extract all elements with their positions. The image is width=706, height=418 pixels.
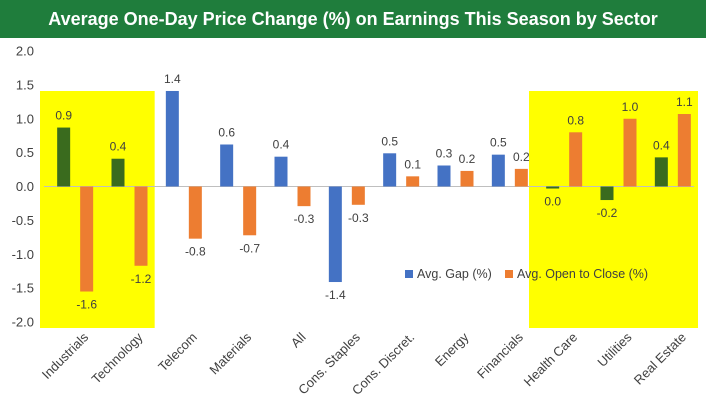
- bar-gap-all: [274, 156, 288, 187]
- category-label-industrials: Industrials: [39, 329, 92, 382]
- bar-gap-utilities: [600, 186, 614, 201]
- legend-swatch-open-to-close: [505, 270, 513, 278]
- y-tick-label: 0.5: [16, 145, 34, 160]
- category-label-technology: Technology: [89, 329, 146, 386]
- bar-gap-cons-discret: [383, 153, 397, 187]
- data-label-open-to-close-financials: 0.2: [513, 150, 530, 164]
- bar-gap-financials: [491, 154, 505, 187]
- category-label-materials: Materials: [206, 329, 254, 377]
- bar-gap-technology: [111, 158, 125, 187]
- data-label-open-to-close-cons-discret: 0.1: [404, 157, 421, 171]
- bar-open-to-close-health-care: [569, 132, 583, 187]
- data-label-gap-health-care: 0.0: [544, 195, 561, 209]
- data-label-gap-energy: 0.3: [436, 146, 453, 160]
- category-label-telecom: Telecom: [155, 330, 200, 375]
- bar-gap-cons-staples: [328, 186, 342, 283]
- bar-open-to-close-financials: [514, 168, 528, 187]
- bar-open-to-close-materials: [243, 186, 257, 236]
- data-label-open-to-close-materials: -0.7: [239, 241, 260, 255]
- legend-label-open-to-close: Avg. Open to Close (%): [517, 267, 648, 281]
- data-label-gap-industrials: 0.9: [55, 109, 72, 123]
- data-label-open-to-close-utilities: 1.0: [622, 100, 639, 114]
- data-label-gap-financials: 0.5: [490, 136, 507, 150]
- bar-open-to-close-energy: [460, 170, 474, 187]
- bar-gap-materials: [220, 144, 234, 187]
- data-label-open-to-close-telecom: -0.8: [185, 245, 206, 259]
- bar-open-to-close-real-estate: [677, 114, 691, 187]
- data-label-open-to-close-health-care: 0.8: [567, 113, 584, 127]
- bar-gap-energy: [437, 165, 451, 187]
- y-tick-label: 1.0: [16, 111, 34, 126]
- data-label-open-to-close-technology: -1.2: [131, 272, 152, 286]
- data-label-open-to-close-industrials: -1.6: [76, 298, 97, 312]
- bar-open-to-close-all: [297, 186, 311, 207]
- data-label-gap-real-estate: 0.4: [653, 138, 670, 152]
- bar-open-to-close-telecom: [188, 186, 202, 239]
- y-tick-label: 1.5: [16, 77, 34, 92]
- y-tick-label: -0.5: [12, 213, 34, 228]
- data-label-open-to-close-all: -0.3: [294, 212, 315, 226]
- category-label-energy: Energy: [432, 329, 472, 369]
- data-label-gap-utilities: -0.2: [597, 206, 618, 220]
- data-label-gap-cons-discret: 0.5: [381, 134, 398, 148]
- bar-open-to-close-utilities: [623, 118, 637, 187]
- category-label-health-care: Health Care: [521, 330, 581, 390]
- bar-open-to-close-technology: [134, 186, 148, 266]
- data-label-gap-telecom: 1.4: [164, 72, 181, 86]
- category-label-financials: Financials: [474, 329, 526, 381]
- category-label-all: All: [288, 329, 309, 350]
- data-label-open-to-close-real-estate: 1.1: [676, 95, 693, 109]
- bar-gap-industrials: [57, 127, 71, 187]
- bar-open-to-close-cons-discret: [406, 176, 420, 187]
- category-label-utilities: Utilities: [594, 329, 635, 370]
- data-label-open-to-close-cons-staples: -0.3: [348, 211, 369, 225]
- data-label-gap-materials: 0.6: [218, 125, 235, 139]
- legend-swatch-gap: [405, 270, 413, 278]
- data-label-open-to-close-energy: 0.2: [459, 152, 476, 166]
- bar-gap-real-estate: [654, 157, 668, 187]
- y-tick-label: -2.0: [12, 315, 34, 330]
- data-label-gap-cons-staples: -1.4: [325, 288, 346, 302]
- y-tick-label: -1.0: [12, 247, 34, 262]
- category-label-real-estate: Real Estate: [631, 330, 689, 388]
- y-tick-label: 2.0: [16, 44, 34, 59]
- bar-gap-telecom: [165, 90, 179, 187]
- bar-gap-health-care: [546, 186, 560, 189]
- y-tick-label: 0.0: [16, 179, 34, 194]
- y-tick-label: -1.5: [12, 281, 34, 296]
- chart-title: Average One-Day Price Change (%) on Earn…: [0, 0, 706, 38]
- bar-open-to-close-cons-staples: [351, 186, 365, 205]
- bar-open-to-close-industrials: [80, 186, 94, 292]
- data-label-gap-all: 0.4: [273, 138, 290, 152]
- highlight-box-2: [529, 91, 698, 328]
- legend-label-gap: Avg. Gap (%): [417, 267, 492, 281]
- data-label-gap-technology: 0.4: [110, 140, 127, 154]
